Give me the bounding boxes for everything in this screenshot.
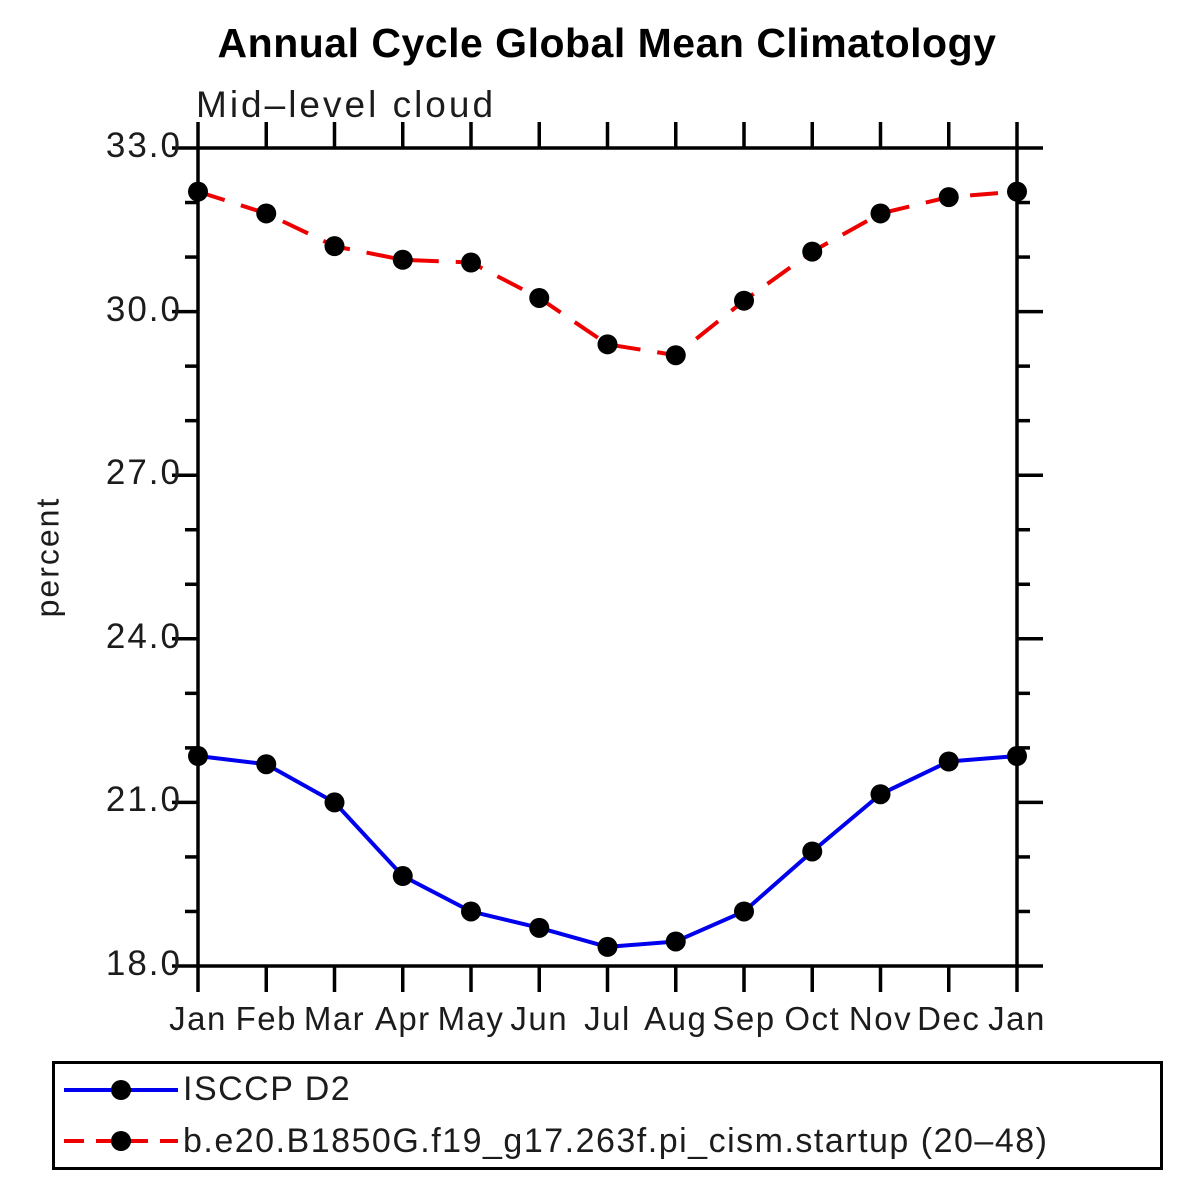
- series-line-0: [197, 754, 1018, 949]
- data-point-0-11: [938, 751, 959, 772]
- x-tick-label-1: Feb: [235, 1000, 297, 1037]
- data-point-0-10: [870, 784, 891, 805]
- x-tick-label-7: Aug: [644, 1000, 708, 1037]
- x-tick-label-3: Apr: [374, 1000, 431, 1037]
- legend-label-isccp: ISCCP D2: [183, 1070, 352, 1109]
- legend-line-sample-dashed: [64, 1131, 178, 1152]
- plot-frame: [196, 146, 1019, 968]
- data-point-0-1: [256, 754, 277, 775]
- data-point-1-0: [188, 181, 208, 202]
- x-tick-label-6: Jul: [584, 1000, 631, 1037]
- legend-line-sample-solid: [64, 1079, 178, 1100]
- x-tick-label-0: Jan: [169, 1000, 227, 1037]
- x-tick-label-9: Oct: [784, 1000, 841, 1037]
- y-tick-label-33.0: 33.0: [105, 126, 182, 165]
- y-tick-label-24.0: 24.0: [105, 616, 182, 656]
- data-point-1-4: [461, 252, 481, 273]
- data-point-1-10: [870, 203, 891, 224]
- data-point-0-9: [802, 841, 823, 862]
- data-point-1-7: [665, 345, 686, 366]
- chart-subtitle: Mid–level cloud: [196, 84, 497, 125]
- data-point-0-0: [188, 746, 208, 767]
- data-point-1-2: [324, 236, 345, 257]
- y-tick-label-30.0: 30.0: [105, 289, 182, 329]
- legend-box: ISCCP D2 b.e20.B1850G.f19_g17.263f.pi_ci…: [52, 1061, 1163, 1170]
- data-point-1-3: [392, 249, 413, 270]
- y-tick-label-27.0: 27.0: [105, 453, 182, 493]
- data-point-0-3: [392, 866, 413, 887]
- data-point-1-6: [597, 334, 618, 355]
- legend-label-model: b.e20.B1850G.f19_g17.263f.pi_cism.startu…: [183, 1121, 1049, 1160]
- data-point-0-4: [461, 901, 481, 922]
- x-tick-label-11: Dec: [917, 1000, 981, 1037]
- data-point-0-7: [665, 931, 686, 952]
- x-tick-label-5: Jun: [510, 1000, 569, 1037]
- data-point-1-11: [938, 187, 959, 208]
- x-tick-label-10: Nov: [848, 1000, 913, 1037]
- y-tick-label-21.0: 21.0: [105, 780, 182, 820]
- legend-marker-0: [111, 1079, 131, 1100]
- data-point-0-5: [529, 917, 550, 938]
- data-point-0-12: [1007, 746, 1027, 767]
- data-point-0-2: [324, 792, 345, 813]
- x-tick-label-8: Sep: [712, 1000, 776, 1037]
- data-point-0-6: [597, 936, 618, 957]
- data-point-0-8: [734, 901, 754, 922]
- x-tick-label-2: Mar: [303, 1000, 366, 1037]
- data-point-1-8: [734, 290, 754, 311]
- x-tick-label-12: Jan: [988, 1000, 1046, 1037]
- chart-title: Annual Cycle Global Mean Climatology: [217, 20, 997, 66]
- data-point-1-12: [1007, 181, 1027, 202]
- data-point-1-9: [802, 241, 823, 262]
- legend-row-isccp: ISCCP D2: [55, 1064, 1160, 1116]
- series-line-1: [197, 189, 1018, 358]
- data-point-1-5: [529, 287, 550, 308]
- x-tick-label-4: May: [437, 1000, 505, 1037]
- legend-row-model: b.e20.B1850G.f19_g17.263f.pi_cism.startu…: [55, 1116, 1160, 1168]
- y-tick-label-18.0: 18.0: [105, 944, 182, 983]
- data-point-1-1: [256, 203, 277, 224]
- legend-marker-1: [111, 1131, 131, 1152]
